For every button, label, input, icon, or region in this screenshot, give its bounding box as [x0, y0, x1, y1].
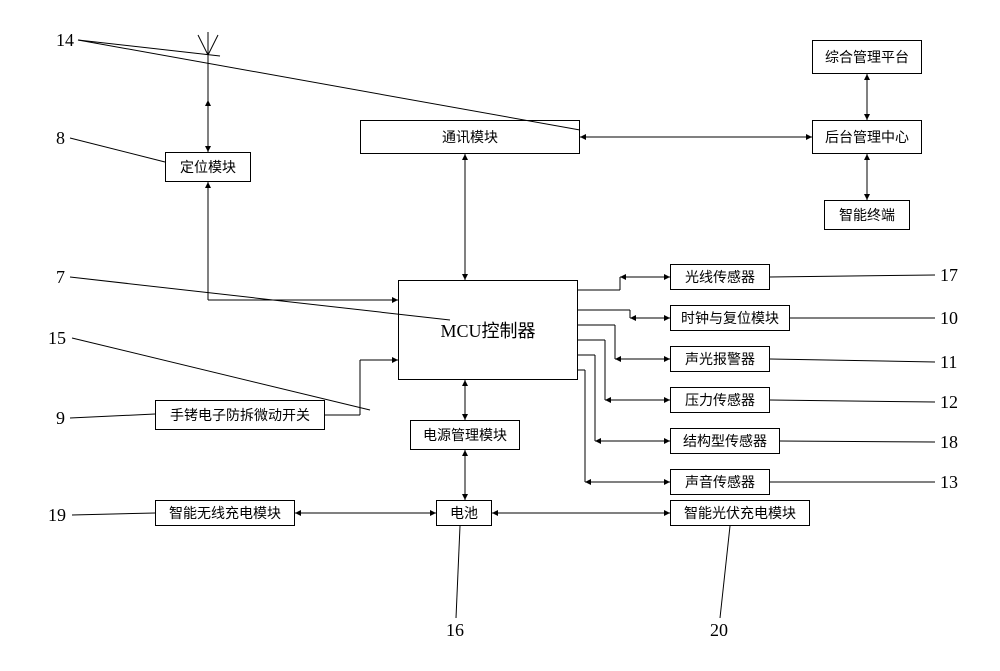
wireless-charge-box: 智能无线充电模块 [155, 500, 295, 526]
clock-reset-box: 时钟与复位模块 [670, 305, 790, 331]
pv-charge-box: 智能光伏充电模块 [670, 500, 810, 526]
label-13: 13 [940, 472, 958, 493]
label-12: 12 [940, 392, 958, 413]
label-19: 19 [48, 505, 66, 526]
terminal-box: 智能终端 [824, 200, 910, 230]
label-9: 9 [56, 408, 65, 429]
label-18: 18 [940, 432, 958, 453]
sound-sensor-box: 声音传感器 [670, 469, 770, 495]
av-alarm-box: 声光报警器 [670, 346, 770, 372]
power-mgmt-box: 电源管理模块 [410, 420, 520, 450]
label-10: 10 [940, 308, 958, 329]
label-8: 8 [56, 128, 65, 149]
anti-tamper-switch-box: 手铐电子防拆微动开关 [155, 400, 325, 430]
label-16: 16 [446, 620, 464, 641]
label-14: 14 [56, 30, 74, 51]
label-15: 15 [48, 328, 66, 349]
label-17: 17 [940, 265, 958, 286]
comm-module-box: 通讯模块 [360, 120, 580, 154]
backend-box: 后台管理中心 [812, 120, 922, 154]
mcu-box: MCU控制器 [398, 280, 578, 380]
light-sensor-box: 光线传感器 [670, 264, 770, 290]
pressure-sensor-box: 压力传感器 [670, 387, 770, 413]
label-11: 11 [940, 352, 957, 373]
label-20: 20 [710, 620, 728, 641]
struct-sensor-box: 结构型传感器 [670, 428, 780, 454]
battery-box: 电池 [436, 500, 492, 526]
platform-box: 综合管理平台 [812, 40, 922, 74]
positioning-module-box: 定位模块 [165, 152, 251, 182]
label-7: 7 [56, 267, 65, 288]
